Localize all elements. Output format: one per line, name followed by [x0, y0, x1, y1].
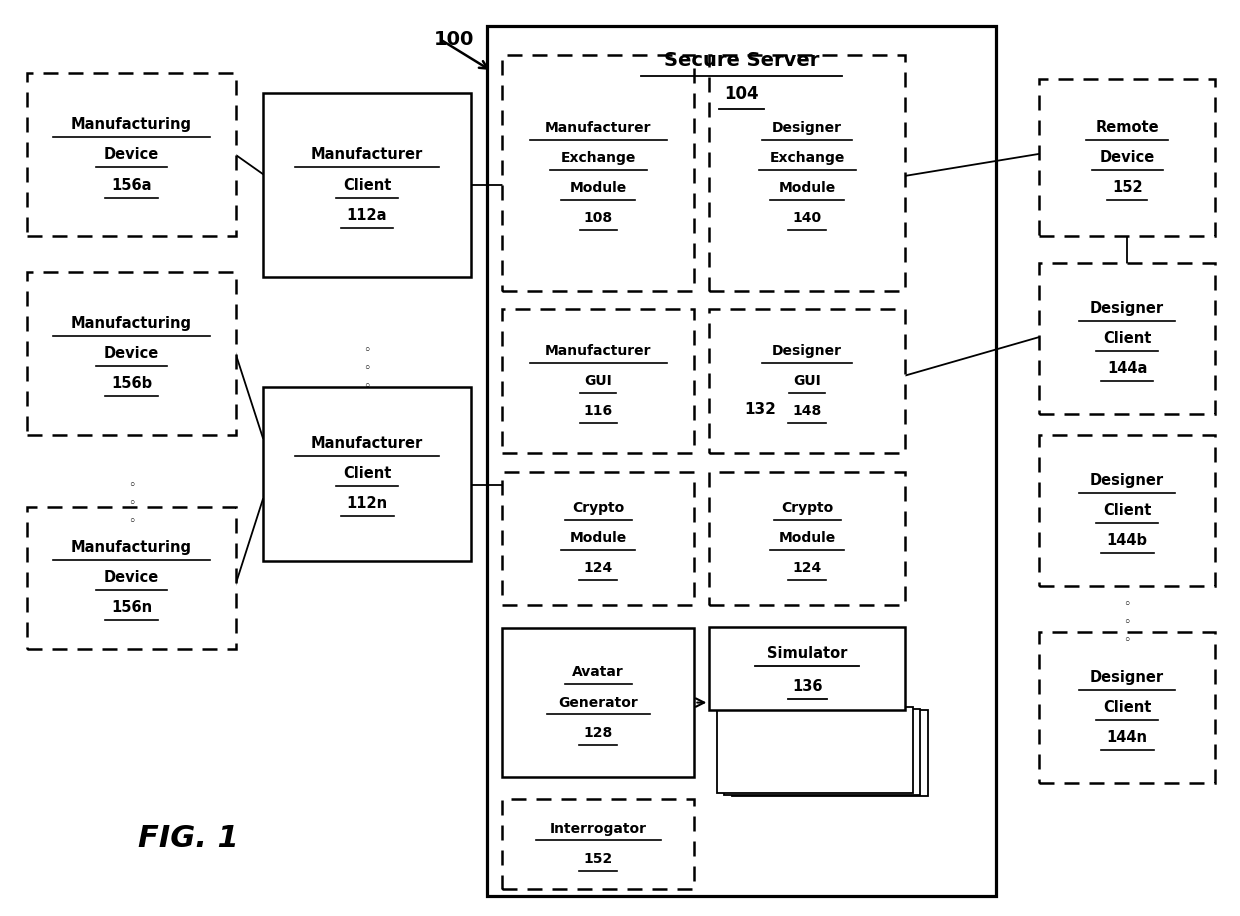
Text: 124: 124	[584, 562, 613, 575]
Bar	[487, 26, 996, 896]
Text: 152: 152	[584, 852, 613, 866]
Text: Module: Module	[779, 181, 836, 195]
Text: Simulator: Simulator	[768, 646, 847, 661]
Text: Generator: Generator	[558, 695, 639, 710]
Bar	[502, 799, 694, 889]
Text: Crypto: Crypto	[572, 501, 625, 515]
Text: ◦
◦
◦: ◦ ◦ ◦	[128, 479, 135, 529]
Text: 132: 132	[744, 402, 776, 417]
Text: Manufacturing: Manufacturing	[71, 316, 192, 331]
Bar	[709, 627, 905, 710]
Text: 148: 148	[792, 404, 822, 419]
Bar	[1039, 79, 1215, 236]
Text: 112n: 112n	[346, 496, 388, 511]
Text: Secure Server: Secure Server	[663, 51, 820, 70]
Text: Remote: Remote	[1095, 120, 1159, 135]
Bar	[717, 707, 913, 793]
Text: 124: 124	[792, 562, 822, 575]
Bar	[263, 93, 471, 277]
Bar	[502, 55, 694, 291]
Text: Avatar: Avatar	[573, 665, 624, 680]
Text: Interrogator: Interrogator	[549, 822, 647, 835]
Text: 156b: 156b	[110, 376, 153, 391]
Text: Designer: Designer	[773, 121, 842, 135]
Text: Manufacturing: Manufacturing	[71, 540, 192, 555]
Text: 152: 152	[1112, 180, 1142, 195]
Text: 156n: 156n	[110, 600, 153, 616]
Text: Manufacturer: Manufacturer	[311, 436, 423, 451]
Bar	[709, 472, 905, 605]
Text: Client: Client	[342, 466, 392, 481]
Bar	[27, 73, 236, 236]
Bar	[1039, 632, 1215, 783]
Text: 116: 116	[584, 404, 613, 419]
Text: Exchange: Exchange	[560, 151, 636, 165]
Text: Manufacturer: Manufacturer	[546, 344, 651, 358]
Text: 112a: 112a	[347, 208, 387, 223]
Text: Device: Device	[104, 147, 159, 162]
Text: GUI: GUI	[794, 374, 821, 388]
Text: Manufacturing: Manufacturing	[71, 117, 192, 132]
Text: 128: 128	[584, 725, 613, 740]
Bar	[709, 55, 905, 291]
Text: 156a: 156a	[112, 178, 151, 192]
Bar	[1039, 435, 1215, 586]
Bar	[263, 387, 471, 561]
Bar	[1039, 263, 1215, 414]
Text: Client: Client	[1102, 700, 1152, 715]
Text: 144a: 144a	[1107, 361, 1147, 376]
Text: Designer: Designer	[773, 344, 842, 358]
Text: Module: Module	[569, 531, 627, 545]
Text: 140: 140	[792, 212, 822, 225]
Text: ◦
◦
◦: ◦ ◦ ◦	[1123, 598, 1131, 648]
Text: Device: Device	[104, 570, 159, 585]
Bar	[27, 272, 236, 435]
Text: 136: 136	[792, 679, 822, 694]
Text: Client: Client	[1102, 331, 1152, 346]
Text: 144n: 144n	[1106, 730, 1148, 746]
Text: 144b: 144b	[1106, 533, 1148, 549]
Text: FIG. 1: FIG. 1	[138, 823, 239, 853]
Text: Module: Module	[779, 531, 836, 545]
Text: Manufacturer: Manufacturer	[311, 147, 423, 162]
Bar	[502, 628, 694, 777]
Text: Device: Device	[104, 346, 159, 361]
Text: Client: Client	[1102, 503, 1152, 518]
Text: Device: Device	[1100, 150, 1154, 165]
Text: Client: Client	[342, 178, 392, 192]
Bar	[27, 507, 236, 649]
Text: 104: 104	[724, 85, 759, 104]
Text: ◦
◦
◦: ◦ ◦ ◦	[363, 344, 371, 393]
Text: 100: 100	[434, 30, 475, 49]
Text: GUI: GUI	[584, 374, 613, 388]
Text: Crypto: Crypto	[781, 501, 833, 515]
Text: Designer: Designer	[1090, 670, 1164, 685]
Bar	[709, 309, 905, 453]
Text: Exchange: Exchange	[770, 151, 844, 165]
Text: Manufacturer: Manufacturer	[546, 121, 651, 135]
Text: 108: 108	[584, 212, 613, 225]
Bar	[502, 472, 694, 605]
Text: Module: Module	[569, 181, 627, 195]
Bar	[724, 709, 920, 795]
Bar	[502, 309, 694, 453]
Text: Designer: Designer	[1090, 473, 1164, 488]
Bar	[732, 710, 928, 796]
Text: Designer: Designer	[1090, 300, 1164, 316]
